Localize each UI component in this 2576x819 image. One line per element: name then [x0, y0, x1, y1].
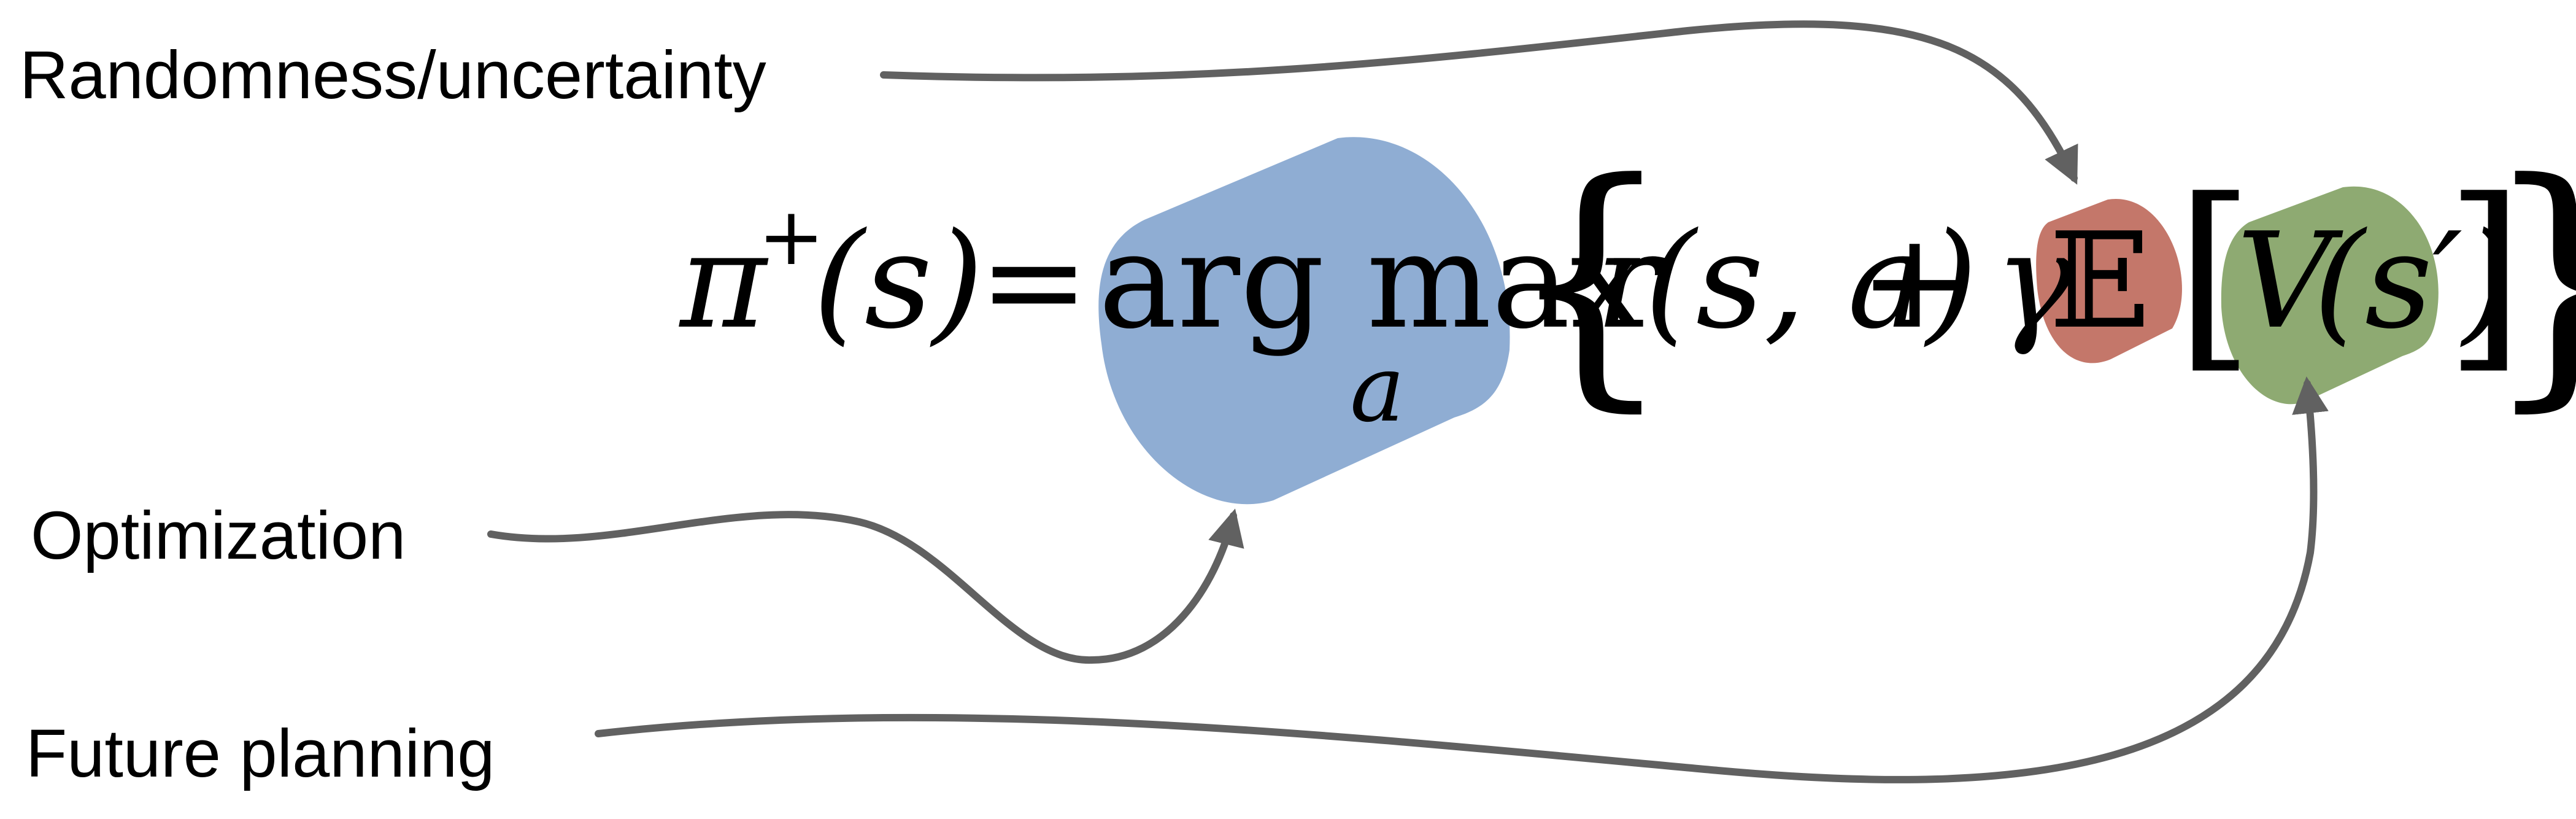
- lhs-arguments: (s): [813, 204, 984, 358]
- argmax-operator: arg max: [1098, 204, 1645, 358]
- open-brace: {: [1506, 127, 1675, 434]
- equals-sign: =: [979, 204, 1089, 358]
- label-randomness: Randomness/uncertainty: [20, 37, 766, 113]
- gamma-symbol: γ: [1994, 204, 2073, 358]
- expectation-symbol: 𝔼: [2050, 204, 2150, 358]
- randomness-highlight: [2036, 198, 2182, 363]
- close-brace: }: [2482, 127, 2576, 434]
- arrow-optimization: [487, 508, 1244, 664]
- plus-superscript: +: [758, 190, 825, 283]
- optimization-highlight: [1098, 137, 1510, 505]
- arrow-future-planning: [595, 376, 2329, 783]
- reward-arguments: (s, a): [1645, 204, 1978, 358]
- label-optimization: Optimization: [31, 498, 406, 573]
- arrow-randomness: [880, 20, 2078, 185]
- label-future-planning: Future planning: [26, 716, 495, 791]
- close-bracket: ]: [2445, 156, 2524, 392]
- value-arguments: (s′): [2313, 204, 2514, 358]
- future-planning-highlight: [2221, 186, 2439, 405]
- value-v: V: [2237, 204, 2343, 358]
- pi-symbol: π: [679, 204, 769, 358]
- open-bracket: [: [2175, 156, 2254, 392]
- argmax-subscript: a: [1350, 336, 1405, 443]
- reward-r: r: [1595, 204, 1665, 358]
- plus-sign: +: [1859, 204, 1970, 358]
- policy-equation: π + (s) = arg max a { r (s, a) + γ 𝔼 [ V…: [679, 127, 2576, 443]
